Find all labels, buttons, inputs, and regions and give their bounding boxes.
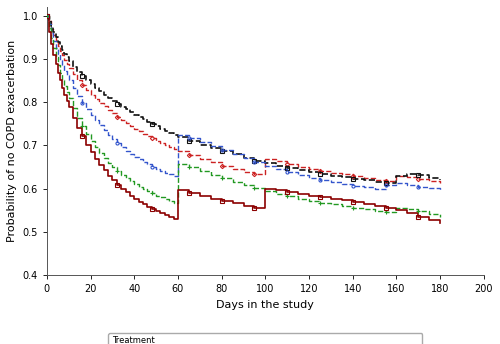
MF 400 <box>262 164 268 168</box>
MFF 200/10 <box>437 181 443 185</box>
Line: Placebo: Placebo <box>47 15 440 223</box>
MFF 400/10 <box>44 13 50 18</box>
Y-axis label: Probability of no COPD exacerbation: Probability of no COPD exacerbation <box>7 40 17 242</box>
MF 400 <box>44 13 50 18</box>
F 10 <box>44 13 50 18</box>
MF 400 <box>105 128 111 132</box>
X-axis label: Days in the study: Days in the study <box>216 300 314 310</box>
MFF 400/10 <box>437 178 443 182</box>
Line: F 10: F 10 <box>47 15 440 217</box>
MFF 200/10 <box>262 157 268 161</box>
F 10 <box>175 201 181 205</box>
F 10 <box>437 215 443 219</box>
Legend: MFF 200/10, MFF 400/10, MF 400, F 10, Placebo: MFF 200/10, MFF 400/10, MF 400, F 10, Pl… <box>108 333 422 344</box>
MFF 400/10 <box>262 161 268 165</box>
Placebo <box>105 169 111 173</box>
Placebo <box>175 216 181 221</box>
MF 400 <box>74 94 80 98</box>
F 10 <box>74 116 80 120</box>
Placebo <box>262 186 268 191</box>
Placebo <box>350 198 356 202</box>
MF 400 <box>317 176 323 180</box>
F 10 <box>105 156 111 160</box>
MFF 400/10 <box>105 93 111 97</box>
MFF 200/10 <box>44 13 50 18</box>
Placebo <box>437 221 443 225</box>
MFF 200/10 <box>175 147 181 151</box>
MFF 400/10 <box>350 175 356 180</box>
Line: MFF 400/10: MFF 400/10 <box>47 15 440 183</box>
MFF 400/10 <box>175 133 181 137</box>
MFF 200/10 <box>350 172 356 176</box>
MF 400 <box>175 174 181 178</box>
MFF 400/10 <box>317 170 323 174</box>
F 10 <box>350 204 356 208</box>
Placebo <box>44 13 50 18</box>
MFF 400/10 <box>74 70 80 74</box>
F 10 <box>317 199 323 203</box>
Placebo <box>317 194 323 198</box>
MFF 200/10 <box>105 104 111 108</box>
Placebo <box>74 126 80 130</box>
MF 400 <box>350 182 356 186</box>
MF 400 <box>437 188 443 192</box>
MFF 200/10 <box>317 167 323 171</box>
Line: MFF 200/10: MFF 200/10 <box>47 15 440 183</box>
MFF 200/10 <box>74 78 80 82</box>
MFF 400/10 <box>382 181 388 185</box>
F 10 <box>262 189 268 193</box>
Line: MF 400: MF 400 <box>47 15 440 190</box>
